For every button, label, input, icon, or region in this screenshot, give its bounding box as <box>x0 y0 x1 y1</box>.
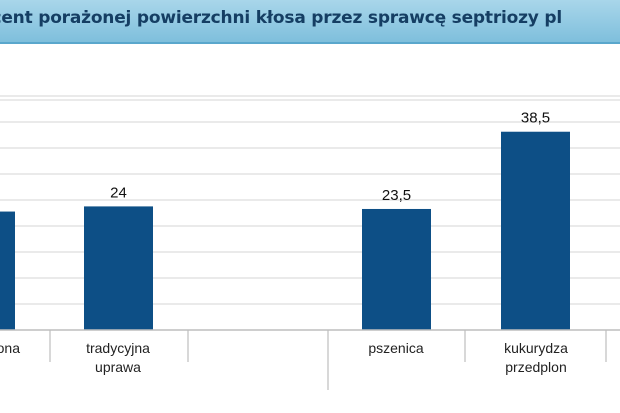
value-label-1: 24 <box>110 184 127 201</box>
x-axis <box>0 329 620 390</box>
bar-3 <box>362 208 431 330</box>
category-label-4-0: kukurydza <box>504 340 568 356</box>
chart-title: ocent porażonej powierzchni kłosa przez … <box>0 8 562 28</box>
category-label-1-0: tradycyjna <box>86 340 150 356</box>
value-labels: 24 23,5 38,5 <box>110 110 550 204</box>
category-label-0-0: ona <box>0 340 20 356</box>
value-label-4: 38,5 <box>521 110 550 127</box>
bar-1 <box>84 206 153 330</box>
bar-4 <box>501 131 570 330</box>
bar-0 <box>0 211 15 330</box>
bars <box>0 131 570 330</box>
category-labels: ona tradycyjna uprawa pszenica kukurydza prze… <box>0 340 568 375</box>
chart-title-bar: ocent porażonej powierzchni kłosa przez … <box>0 0 620 44</box>
category-label-1-1: uprawa <box>95 359 141 375</box>
category-label-3-0: pszenica <box>368 340 423 356</box>
category-label-4-1: przedplon <box>505 359 567 375</box>
value-label-3: 23,5 <box>382 187 411 204</box>
